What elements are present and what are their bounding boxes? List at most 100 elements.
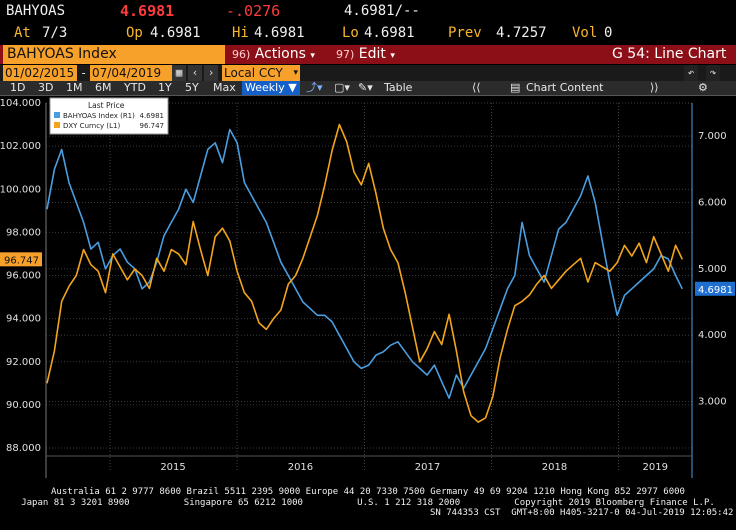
actions-dropdown-icon: ▾ xyxy=(310,51,315,61)
edit-menu[interactable]: 97) Edit ▾ xyxy=(336,45,395,64)
end-date-field[interactable]: 07/04/2019 xyxy=(90,65,172,81)
currency-value: Local CCY xyxy=(224,66,283,80)
line-chart-icon[interactable]: ⤴▾ xyxy=(306,81,323,94)
y-right-tick-label: 7.000 xyxy=(698,131,727,142)
chart-toolbar xyxy=(0,81,736,96)
last-value-tag-left: 96.747 xyxy=(4,255,39,266)
ticker-label: BAHYOAS xyxy=(6,3,66,19)
x-tick-label: 2019 xyxy=(643,462,668,473)
chart-content-button[interactable]: Chart Content xyxy=(526,81,604,94)
volume-label: Vol xyxy=(572,25,598,41)
period-1d[interactable]: 1D xyxy=(10,81,26,94)
y-left-tick-label: 94.000 xyxy=(6,314,41,325)
y-left-tick-label: 100.000 xyxy=(0,184,41,195)
x-tick-label: 2016 xyxy=(288,462,313,473)
x-tick-label: 2017 xyxy=(415,462,440,473)
last-price: 4.6981 xyxy=(120,2,175,20)
frequency-value: Weekly xyxy=(245,81,285,94)
at-label: At xyxy=(14,25,31,41)
settings-gear-icon[interactable]: ⚙ xyxy=(698,81,708,94)
legend-swatch xyxy=(54,122,60,128)
legend-item-value: 4.6981 xyxy=(140,112,165,120)
last-value-tag-right-bg xyxy=(695,281,735,296)
actions-menu-label: Actions xyxy=(254,46,306,62)
y-right-tick-label: 4.000 xyxy=(698,330,727,341)
last-value-tag-left-bg xyxy=(0,252,42,267)
x-tick-label: 2018 xyxy=(542,462,567,473)
y-right-tick-label: 6.000 xyxy=(698,198,727,209)
y-left-tick-label: 90.000 xyxy=(6,400,41,411)
quote-details: At 7/3 Op 4.6981 Hi 4.6981 Lo 4.6981 Pre… xyxy=(0,22,736,44)
y-left-tick-label: 102.000 xyxy=(0,141,41,152)
function-title: G 54: Line Chart xyxy=(612,46,727,62)
legend-swatch xyxy=(54,112,60,118)
annotation-icon[interactable]: ✎▾ xyxy=(358,81,373,94)
open-value: 4.6981 xyxy=(150,25,201,41)
low-label: Lo xyxy=(342,25,359,41)
last-value-tag-right: 4.6981 xyxy=(698,285,733,296)
y-left-tick-label: 98.000 xyxy=(6,227,41,238)
redo-icon[interactable]: ↷ xyxy=(706,65,720,81)
calendar-icon[interactable]: ▦ xyxy=(172,65,186,81)
legend-box xyxy=(49,97,169,135)
period-1y[interactable]: 1Y xyxy=(158,81,172,94)
legend: Last Price BAHYOAS Index (R1) 4.6981 DXY Cu… xyxy=(49,97,169,135)
currency-select[interactable]: Local CCY ▾ xyxy=(222,65,300,81)
y-left-tick-label: 104.000 xyxy=(0,98,41,109)
y-right-tick-label: 3.000 xyxy=(698,397,727,408)
actions-menu-number: 96) xyxy=(232,48,251,61)
edit-menu-number: 97) xyxy=(336,48,355,61)
back-arrow-icon[interactable]: ‹ xyxy=(188,65,202,81)
forward-arrow-icon[interactable]: › xyxy=(204,65,218,81)
period-6m[interactable]: 6M xyxy=(95,81,112,94)
edit-dropdown-icon: ▾ xyxy=(390,51,395,61)
x-tick-label: 2015 xyxy=(160,462,185,473)
collapse-icon[interactable]: ⟨⟨ xyxy=(472,81,481,94)
footer-contacts-2: Japan 81 3 3201 8900 Singapore 65 6212 1… xyxy=(21,498,715,508)
frequency-dropdown-icon: ▼ xyxy=(288,81,297,94)
legend-item-label: DXY Curncy (L1) xyxy=(63,122,121,130)
y-right-tick-label: 5.000 xyxy=(698,264,727,275)
frequency-select[interactable]: Weekly ▼ xyxy=(242,81,300,95)
open-label: Op xyxy=(126,25,143,41)
legend-item-label: BAHYOAS Index (R1) xyxy=(63,112,135,120)
series-lines xyxy=(46,123,684,423)
expand-icon[interactable]: ⟩⟩ xyxy=(650,81,659,94)
chart-background xyxy=(0,96,736,484)
undo-icon[interactable]: ↶ xyxy=(684,65,698,81)
high-value: 4.6981 xyxy=(254,25,305,41)
at-value: 7/3 xyxy=(42,25,68,41)
line-chart[interactable]: 104.000 102.000 100.000 98.000 96.000 94.000 9… xyxy=(0,96,736,484)
period-1m[interactable]: 1M xyxy=(66,81,83,94)
table-button[interactable]: Table xyxy=(384,81,413,94)
low-value: 4.6981 xyxy=(364,25,415,41)
y-left-tick-label: 96.000 xyxy=(6,271,41,282)
quote-header: BAHYOAS 4.6981 -.0276 4.6981/-- xyxy=(0,0,736,22)
y-left-tick-label: 92.000 xyxy=(6,357,41,368)
volume-value: 0 xyxy=(604,25,613,41)
currency-dropdown-icon: ▾ xyxy=(293,68,298,78)
prev-label: Prev xyxy=(448,25,482,41)
footer-session: SN 744353 CST GMT+8:00 H405-3217-0 04-Ju… xyxy=(430,508,734,518)
last-price-quote: 4.6981/-- xyxy=(344,3,420,19)
start-date-field[interactable]: 01/02/2015 xyxy=(3,65,77,81)
edit-menu-label: Edit xyxy=(358,46,386,62)
dxy-series-line xyxy=(46,123,684,423)
period-3d[interactable]: 3D xyxy=(38,81,54,94)
period-max[interactable]: Max xyxy=(213,81,236,94)
date-range-dash: - xyxy=(80,66,88,80)
y-left-tick-label: 88.000 xyxy=(6,443,41,454)
security-field[interactable]: BAHYOAS Index xyxy=(3,45,225,64)
footer-contacts-1: Australia 61 2 9777 8600 Brazil 5511 239… xyxy=(51,487,685,497)
legend-title: Last Price xyxy=(88,101,125,110)
price-change: -.0276 xyxy=(226,2,281,20)
chart-type-icon[interactable]: ▢▾ xyxy=(334,81,350,94)
actions-menu[interactable]: 96) Actions ▾ xyxy=(232,45,315,64)
period-ytd[interactable]: YTD xyxy=(124,81,146,94)
grid-lines xyxy=(46,102,692,470)
prev-value: 4.7257 xyxy=(496,25,547,41)
high-label: Hi xyxy=(232,25,249,41)
axes: 104.000 102.000 100.000 98.000 96.000 94.000 9… xyxy=(0,98,735,478)
period-5y[interactable]: 5Y xyxy=(185,81,199,94)
legend-item-value: 96.747 xyxy=(140,122,165,130)
